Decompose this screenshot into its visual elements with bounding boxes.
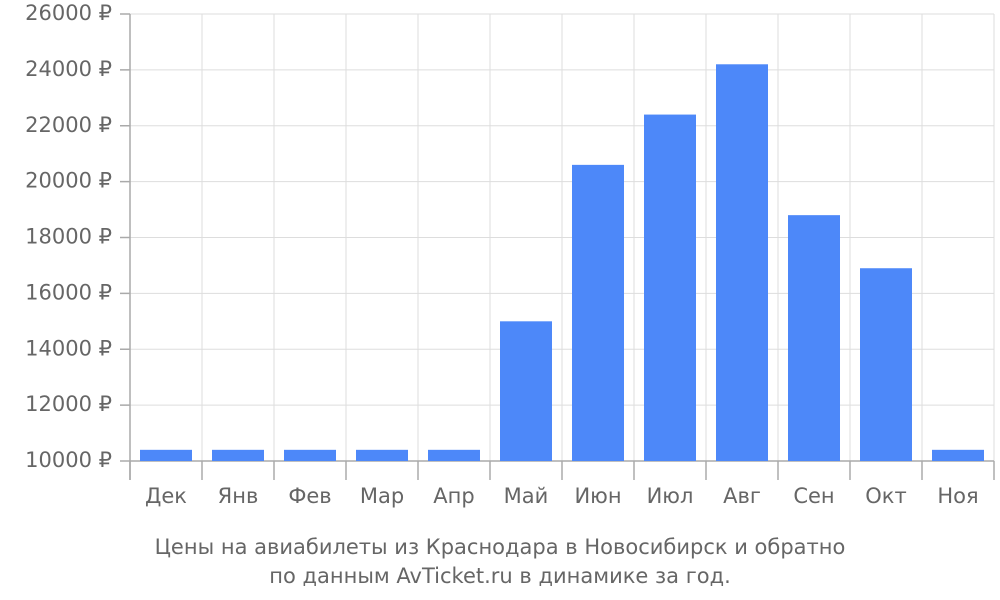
y-tick-label: 16000 ₽ <box>25 280 112 304</box>
bar <box>356 449 408 461</box>
chart-title: по данным AvTicket.ru в динамике за год. <box>269 564 731 588</box>
bar <box>716 64 768 461</box>
x-tick-label: Фев <box>288 484 331 508</box>
bar <box>500 321 552 461</box>
bar <box>140 449 192 461</box>
chart-title: Цены на авиабилеты из Краснодара в Новос… <box>155 535 846 559</box>
bar <box>284 449 336 461</box>
y-tick-label: 24000 ₽ <box>25 57 112 81</box>
x-tick-label: Окт <box>865 484 906 508</box>
x-tick-label: Июн <box>574 484 621 508</box>
x-tick-label: Сен <box>793 484 834 508</box>
x-tick-label: Авг <box>723 484 761 508</box>
y-tick-label: 14000 ₽ <box>25 336 112 360</box>
x-tick-label: Май <box>504 484 549 508</box>
bar <box>644 114 696 461</box>
x-tick-label: Дек <box>145 484 187 508</box>
y-tick-label: 22000 ₽ <box>25 113 112 137</box>
x-tick-label: Мар <box>360 484 404 508</box>
x-tick-label: Ноя <box>937 484 978 508</box>
bar <box>860 268 912 461</box>
bar <box>212 449 264 461</box>
y-tick-label: 26000 ₽ <box>25 1 112 25</box>
x-tick-label: Июл <box>647 484 694 508</box>
x-tick-label: Янв <box>218 484 259 508</box>
y-tick-label: 20000 ₽ <box>25 169 112 193</box>
bar <box>932 449 984 461</box>
y-tick-label: 10000 ₽ <box>25 448 112 472</box>
y-tick-label: 18000 ₽ <box>25 225 112 249</box>
y-tick-label: 12000 ₽ <box>25 392 112 416</box>
bar <box>428 449 480 461</box>
bar <box>788 215 840 461</box>
bar <box>572 164 624 462</box>
x-tick-label: Апр <box>433 484 474 508</box>
